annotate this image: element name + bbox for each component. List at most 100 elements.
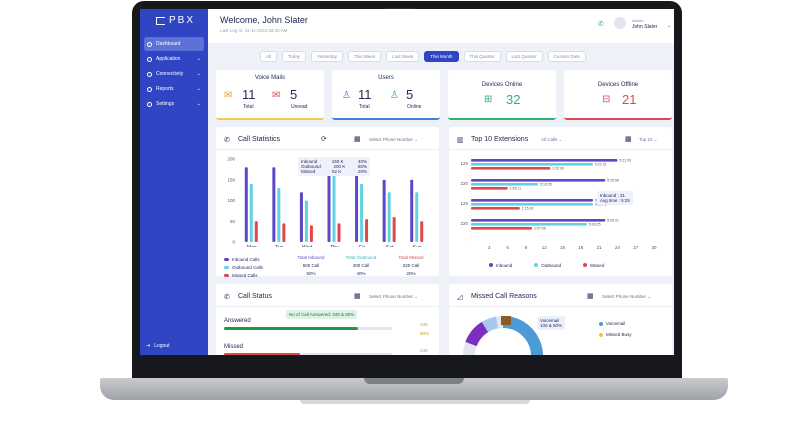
sidebar-nav: Dashboard Application ⌄ Connectivity ⌄ Report… (144, 37, 204, 112)
filter-today[interactable]: Today (282, 51, 307, 62)
bar-inbound-calls[interactable] (299, 192, 303, 242)
bar-missed[interactable] (471, 167, 551, 170)
refresh-icon[interactable]: ⟳ (321, 136, 327, 143)
bar-missed[interactable] (471, 187, 508, 190)
totals-value: 220 Call (402, 263, 420, 268)
settings-icon (147, 101, 152, 107)
filter-custom-date[interactable]: Custom Date (547, 51, 586, 62)
sidebar-item-label: Settings (156, 101, 175, 107)
top-limit-dropdown[interactable]: Top 10 ⌄ (639, 137, 658, 142)
bar-outbound[interactable] (471, 163, 593, 166)
voice-mails-card[interactable]: Voice Mails ✉ 11 Total ✉ 5 Unread (216, 70, 324, 120)
filter-last-quarter[interactable]: Last Quarter (505, 51, 543, 62)
filter-all[interactable]: All (260, 51, 278, 62)
bar-outbound-calls[interactable] (360, 183, 364, 242)
bar-missed-calls[interactable] (309, 225, 313, 242)
devices-online-card[interactable]: Devices Online ⊞ 32 (448, 70, 556, 120)
filter-yesterday[interactable]: Yesterday (311, 51, 343, 62)
devices-offline-card[interactable]: Devices Offline ⊟ 21 (564, 70, 672, 120)
bar-missed-calls[interactable] (365, 219, 369, 242)
data-label: 1:20:06 (552, 167, 564, 171)
chevron-down-icon: ⌄ (196, 86, 201, 92)
users-card[interactable]: Users ♙ 11 Total ♙ 5 Online (332, 70, 440, 120)
bar-outbound-calls[interactable] (249, 183, 253, 242)
voice-mails-unread: 5 (290, 87, 298, 102)
bar-missed[interactable] (471, 207, 520, 210)
voice-mails-unread-label: Unread (291, 104, 308, 110)
tooltip-label: Missed (301, 169, 316, 174)
legend-item: Missed Busy (599, 329, 632, 340)
bar-inbound[interactable] (471, 199, 593, 202)
bar-inbound[interactable] (471, 159, 618, 162)
donut-segment[interactable] (465, 321, 489, 347)
legend-label: Missed (590, 262, 605, 268)
bar-inbound-calls[interactable] (327, 167, 331, 242)
bar-inbound-calls[interactable] (355, 167, 359, 242)
bar-inbound-calls[interactable] (244, 167, 248, 242)
totals-value: 400 Call (352, 263, 370, 268)
bar-inbound-calls[interactable] (382, 179, 386, 242)
legend-label: Inbound (496, 262, 513, 268)
missed-reasons-legend: Voicemail Missed Busy (599, 318, 632, 340)
avatar[interactable] (614, 17, 626, 29)
app-logo[interactable]: PBX (156, 15, 195, 26)
filter-this-month[interactable]: This Month (424, 51, 459, 62)
bar-outbound-calls[interactable] (304, 200, 308, 243)
logo-text: PBX (169, 15, 196, 26)
bar-inbound[interactable] (471, 219, 606, 222)
call-type-dropdown[interactable]: All Calls ⌄ (541, 137, 563, 142)
select-phone-dropdown[interactable]: Select Phone Number ⌄ (369, 137, 419, 142)
call-stats-legend: Inbound Calls Outbound Calls Missed Calls (224, 255, 263, 279)
select-phone-dropdown[interactable]: Select Phone Number ⌄ (602, 294, 652, 299)
calendar-icon[interactable]: ▦ (354, 136, 361, 143)
sidebar-item-application[interactable]: Application ⌄ (144, 52, 204, 66)
y-tick-label: 220 (460, 221, 468, 226)
bar-outbound[interactable] (471, 203, 593, 206)
sidebar-item-reports[interactable]: Reports ⌄ (144, 82, 204, 96)
user-name[interactable]: John Slater (632, 24, 658, 30)
chevron-down-icon: ⌄ (196, 56, 201, 62)
users-online: 5 (406, 87, 414, 102)
x-tick-label: Sat (386, 245, 394, 247)
donut-segment[interactable] (481, 316, 499, 333)
logout-button[interactable]: ⇥ Logout (146, 343, 170, 349)
bar-missed-calls[interactable] (337, 223, 341, 242)
bar-outbound[interactable] (471, 223, 587, 226)
sidebar-item-connectivity[interactable]: Connectivity ⌄ (144, 67, 204, 81)
status-pct: 80% (420, 331, 430, 336)
screen: PBX Dashboard Application ⌄ Connectivity ⌄ Re… (140, 9, 674, 355)
bar-outbound[interactable] (471, 183, 539, 186)
tooltip-pct: 20% (357, 169, 367, 174)
call-stats-tooltip: Inbound 150 K 40% Outbound 200 K 60% Missed 52 … (298, 157, 370, 176)
top-extensions-chart: 120 5:21:09 5:21:21 1:20:06 220 5:26:58 5:16:3… (460, 155, 657, 250)
calendar-icon[interactable]: ▦ (625, 136, 632, 143)
logout-icon: ⇥ (146, 343, 151, 349)
sidebar-item-settings[interactable]: Settings ⌄ (144, 97, 204, 111)
bar-outbound-calls[interactable] (277, 188, 281, 242)
bar-missed-calls[interactable] (282, 223, 286, 242)
filter-last-week[interactable]: Last Week (386, 51, 420, 62)
mail-icon: ✉ (224, 90, 233, 101)
x-tick-label: Wed (302, 245, 312, 247)
calendar-icon[interactable]: ▦ (587, 293, 594, 300)
phone-icon[interactable]: ✆ (598, 21, 604, 28)
bar-outbound-calls[interactable] (415, 192, 419, 242)
bar-missed-calls[interactable] (392, 217, 396, 242)
bar-inbound-calls[interactable] (272, 167, 276, 242)
bar-inbound[interactable] (471, 179, 606, 182)
bar-outbound-calls[interactable] (332, 175, 336, 242)
sidebar-item-dashboard[interactable]: Dashboard (144, 37, 204, 51)
donut-segment-voicemail[interactable] (502, 316, 543, 355)
bar-outbound-calls[interactable] (387, 192, 391, 242)
filter-this-week[interactable]: This Week (347, 51, 382, 62)
select-phone-dropdown[interactable]: Select Phone Number ⌄ (369, 294, 419, 299)
filter-this-quarter[interactable]: This Quarter (463, 51, 501, 62)
progress-track (224, 353, 392, 355)
bar-missed-calls[interactable] (254, 221, 258, 242)
sidebar: PBX Dashboard Application ⌄ Connectivity ⌄ Re… (140, 9, 208, 355)
bar-missed-calls[interactable] (420, 221, 424, 242)
calendar-icon[interactable]: ▦ (354, 293, 361, 300)
bar-inbound-calls[interactable] (410, 179, 414, 242)
bar-missed[interactable] (471, 227, 532, 230)
chevron-down-icon[interactable]: ⌄ (667, 23, 672, 29)
